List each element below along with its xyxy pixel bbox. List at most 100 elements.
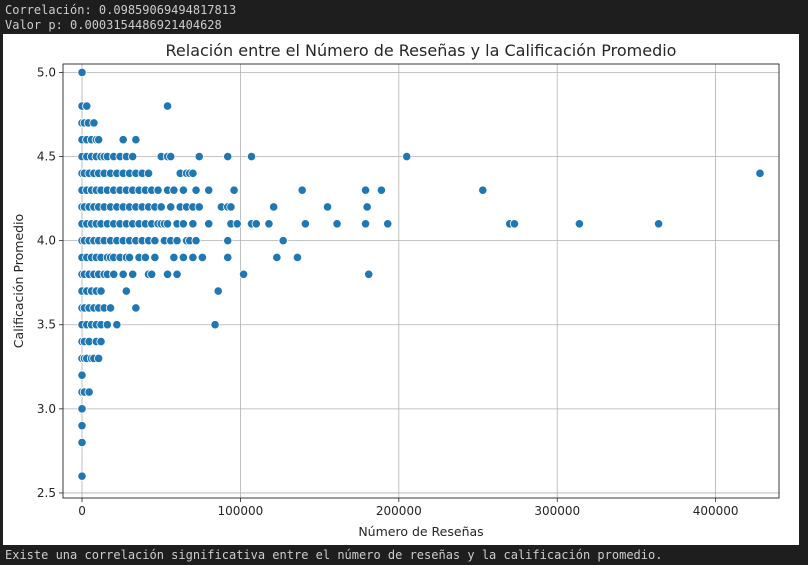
data-point [264,219,274,229]
data-point [124,252,135,263]
data-point [574,219,585,229]
data-point [223,236,233,246]
data-point [169,185,179,195]
data-point [156,202,166,212]
x-tick-label: 0 [78,504,86,518]
data-point [383,219,393,229]
data-point [229,185,239,195]
data-points [77,67,765,481]
data-point [362,202,372,212]
data-point [178,252,188,263]
data-point [178,185,188,195]
data-point [162,101,173,111]
pvalue-output: Valor p: 0.0003154486921404628 [5,18,222,32]
data-point [94,135,104,145]
y-tick-label: 5.0 [37,65,56,79]
x-tick-label: 200000 [376,504,422,518]
data-point [322,202,333,212]
data-point [143,168,154,178]
data-point [269,202,279,212]
data-point [278,236,288,246]
plot-background [63,64,779,498]
data-point [376,185,386,195]
data-point [131,135,141,145]
data-point [251,219,261,229]
data-point [226,202,236,212]
data-point [150,236,160,246]
data-point [96,286,106,296]
data-point [77,421,87,431]
data-point [191,185,201,195]
grid-lines [63,64,779,498]
data-point [109,269,119,279]
x-tick-label: 300000 [534,504,580,518]
data-point [188,219,198,229]
data-point [121,286,131,296]
data-point [77,437,87,448]
data-point [188,168,198,178]
chart-title: Relación entre el Número de Reseñas y la… [166,41,677,60]
data-point [246,151,257,162]
conclusion-output: Existe una correlación significativa ent… [5,548,663,562]
data-point [191,236,201,246]
data-point [84,387,94,397]
scatter-figure: 0 100000 200000 300000 400000 2.5 3.0 3.5 4.0 4.5… [3,34,799,545]
plot-frame [62,63,780,499]
data-point [162,219,173,229]
data-point [292,252,303,263]
data-point [172,269,182,279]
data-point [166,151,176,162]
data-point [297,185,307,195]
data-point [162,269,173,279]
data-point [102,320,112,330]
axis-ticks: 0 100000 200000 300000 400000 2.5 3.0 3.5 4.0 4.5… [37,65,739,518]
data-point [77,370,87,380]
data-point [194,151,204,162]
data-point [210,320,220,330]
data-point [112,320,122,330]
scatter-plot: 0 100000 200000 300000 400000 2.5 3.0 3.5 4.0 4.5… [11,41,780,539]
y-axis-label: Calificación Promedio [11,214,26,348]
data-point [332,219,342,229]
x-tick-label: 400000 [693,504,739,518]
data-point [188,252,198,263]
data-point [96,336,106,347]
data-point [360,185,371,195]
data-point [77,471,87,481]
data-point [147,269,157,279]
data-point [169,252,179,263]
data-point [213,286,223,296]
data-point [172,236,182,246]
data-point [232,219,242,229]
data-point [140,252,150,263]
data-point [128,269,138,279]
data-point [402,151,412,162]
data-point [131,303,141,313]
data-point [360,219,371,229]
data-point [118,135,128,145]
data-point [82,101,92,111]
data-point [118,269,128,279]
data-point [94,353,104,363]
y-tick-label: 4.0 [37,234,56,248]
data-point [238,269,249,279]
data-point [272,252,282,263]
data-point [204,185,214,195]
data-point [204,219,214,229]
data-point [166,202,176,212]
data-point [105,303,116,313]
data-point [478,185,488,195]
y-tick-label: 2.5 [37,486,56,500]
data-point [197,252,207,263]
x-tick-label: 100000 [218,504,264,518]
correlation-output: Correlación: 0.09859069494817813 [5,3,237,17]
data-point [77,404,87,414]
data-point [194,202,204,212]
data-point [223,151,233,162]
data-point [509,219,520,229]
data-point [755,168,765,178]
data-point [364,269,374,279]
y-tick-label: 3.5 [37,318,56,332]
data-point [150,252,160,263]
y-tick-label: 3.0 [37,402,56,416]
